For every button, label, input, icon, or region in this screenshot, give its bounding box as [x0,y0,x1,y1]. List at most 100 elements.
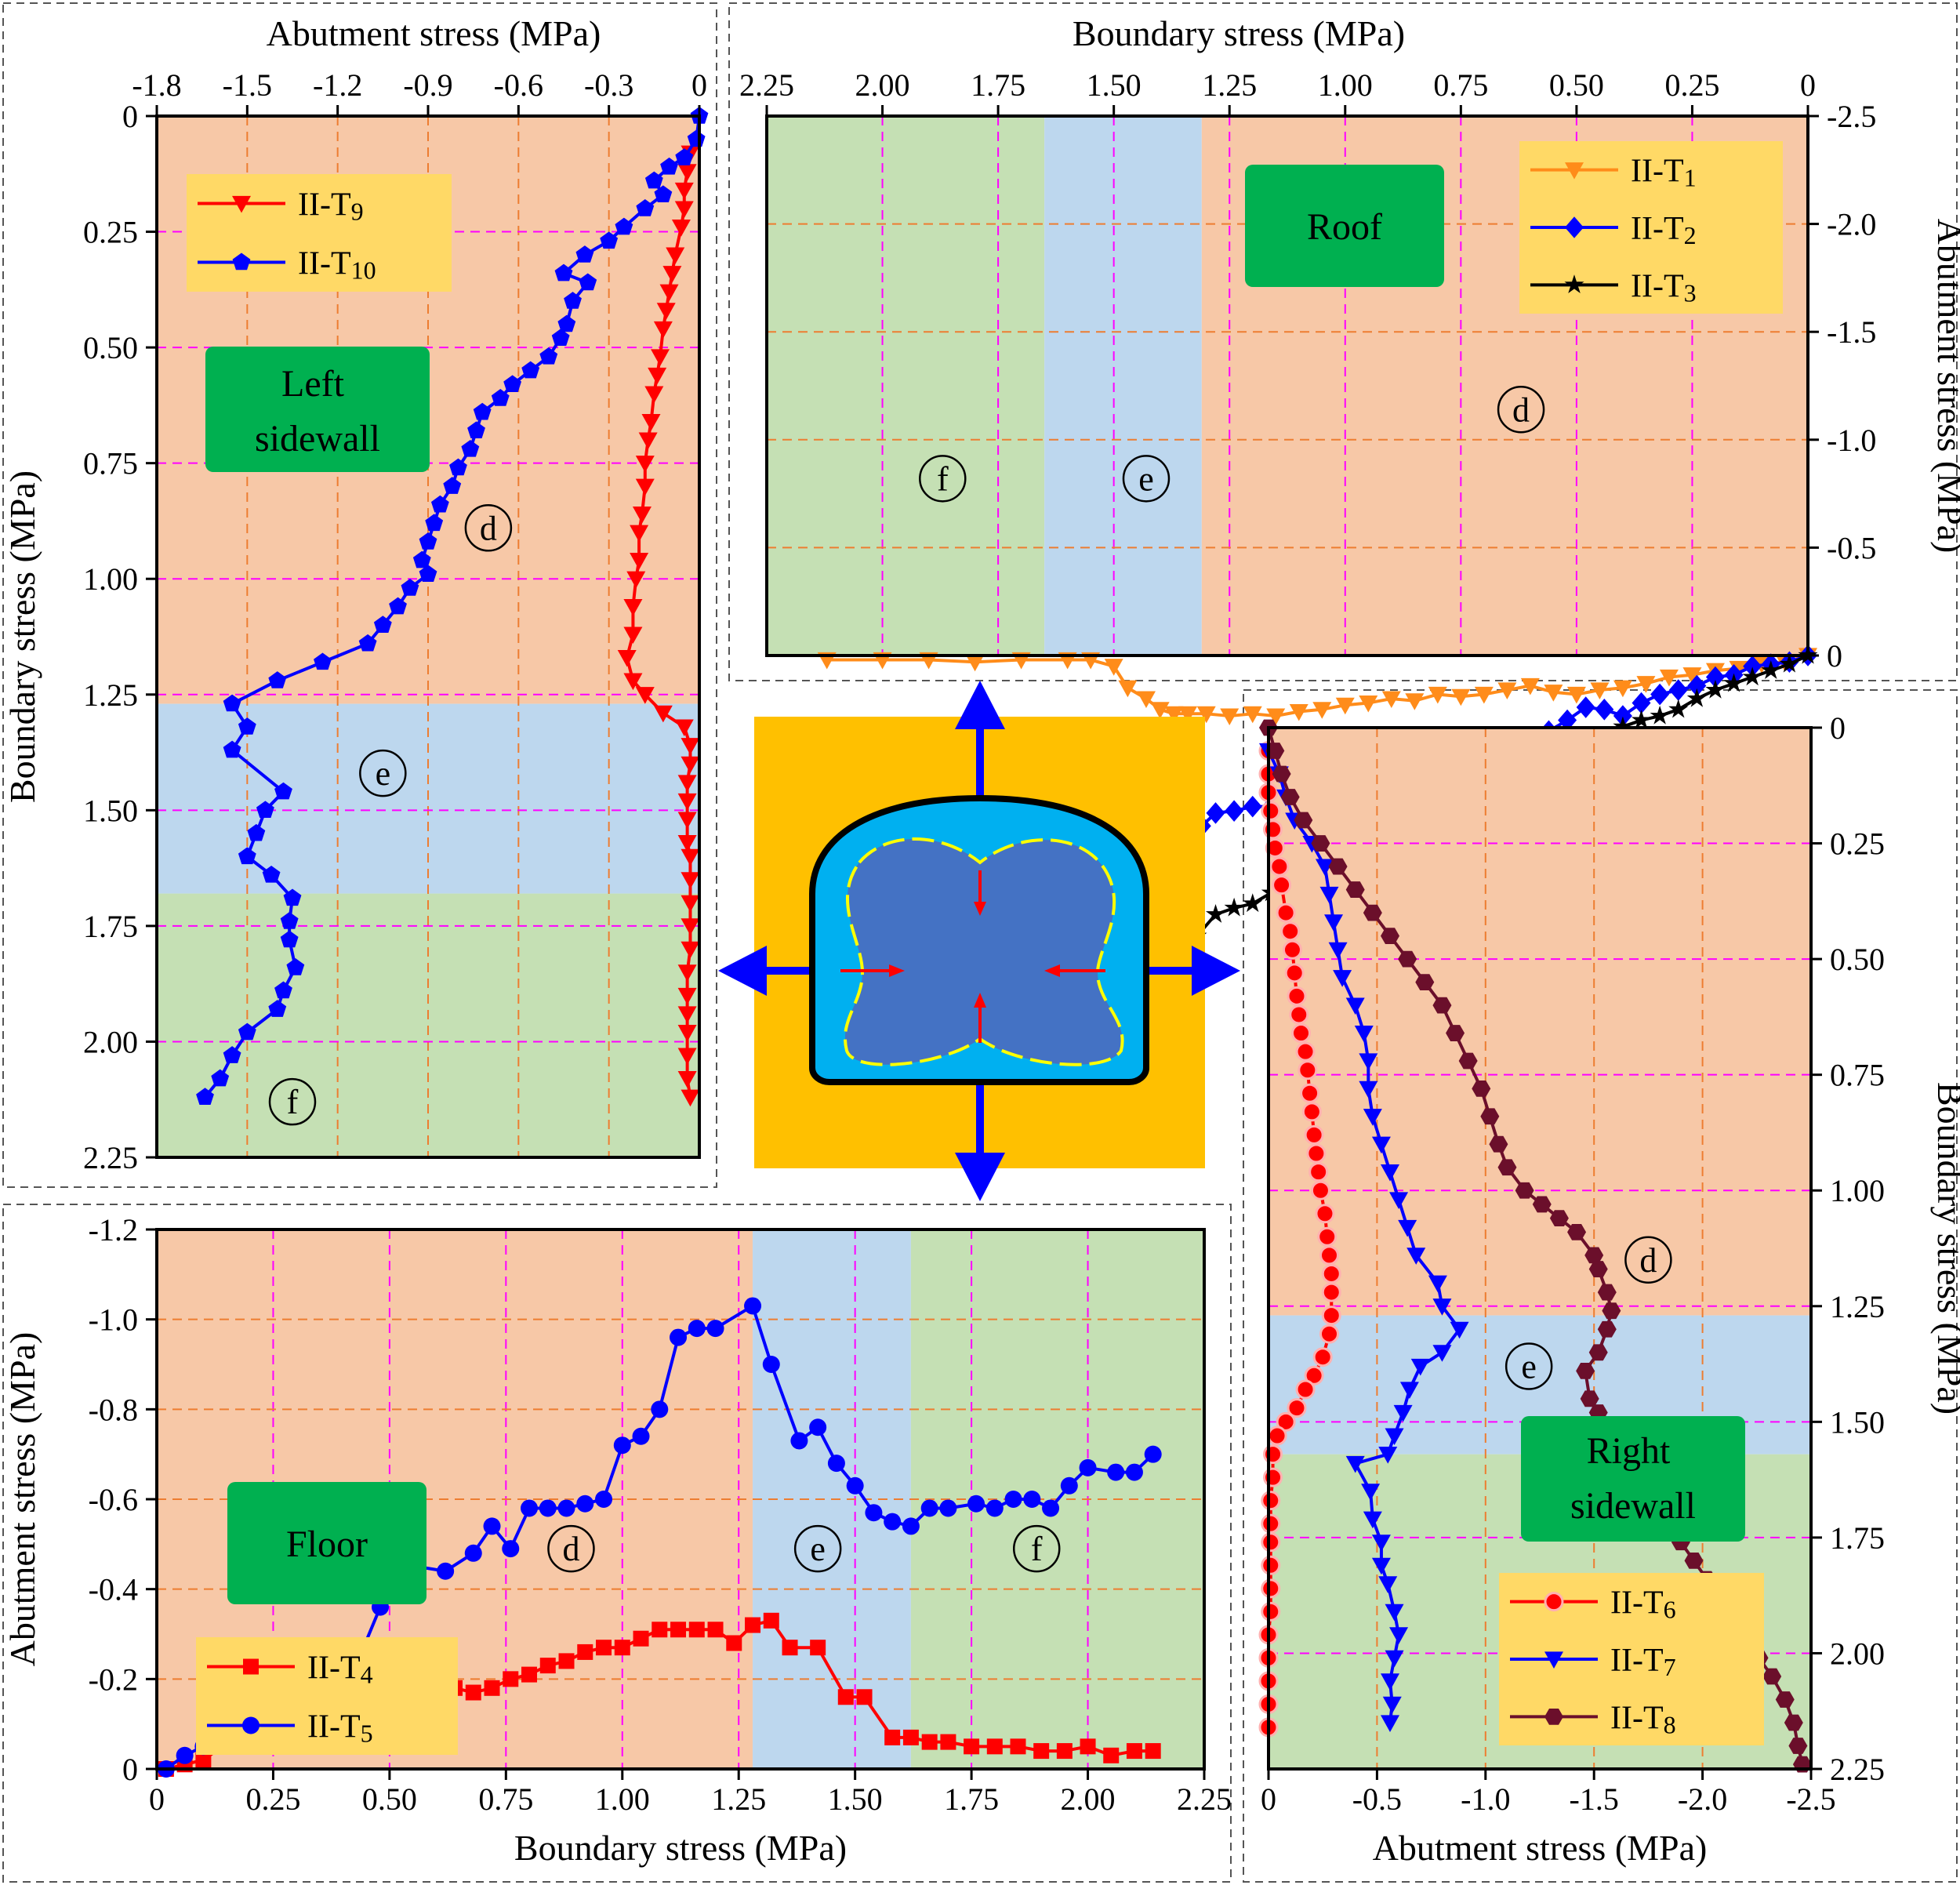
data-point [635,456,655,473]
data-point [1178,706,1198,724]
data-point [1544,685,1563,702]
data-point [1261,1513,1281,1534]
data-point [1489,1135,1508,1153]
data-point [1280,789,1300,805]
failure-zone [844,837,1124,1066]
data-point [1472,1080,1491,1097]
data-point [1659,669,1679,687]
data-point [1301,1102,1322,1122]
x-tick-label: -1.5 [1570,1781,1619,1817]
data-point [920,1499,938,1517]
data-point [1243,893,1263,913]
data-point [419,532,437,550]
legend-swatch-marker [1544,1592,1564,1612]
data-point [558,1653,575,1669]
data-point [1243,706,1262,724]
data-point [1532,1196,1552,1213]
data-point [1023,1491,1041,1508]
data-point [1267,1426,1287,1446]
data-point [1104,659,1123,676]
data-point [1306,1143,1327,1164]
data-point [449,458,467,476]
data-point [1206,802,1225,824]
data-point [1126,1743,1142,1760]
data-point [1636,676,1656,693]
legend-label-base: II-T [1610,1585,1664,1622]
chart-title: Roof [1307,206,1382,248]
data-point [1272,875,1292,895]
data-point [579,273,597,291]
data-point [706,1320,724,1338]
data-point [484,1680,500,1696]
zone-label-circle [1497,386,1545,434]
data-point [247,823,266,841]
data-point [1359,1081,1378,1099]
legend-swatch-marker [1565,216,1584,238]
legend-label-base: II-T [1610,1643,1664,1679]
data-point [1705,666,1725,688]
left-sidewall-chart: -1.8 -1.5 -1.2 -0.9 -0.6 -0.3 0 0 0.25 0.50 0.75 1.… [2,13,709,1175]
data-point [1276,903,1296,923]
x-tick-label: 0.25 [245,1781,300,1817]
zone-label-circle [919,455,967,503]
panel-frame-floor [2,1204,1232,1883]
data-point [465,1684,481,1701]
floor-chart: 0 0.25 0.50 0.75 1.00 1.25 1.50 1.75 2.00 2.25 0 -0… [2,1212,1232,1868]
data-point [653,705,673,723]
x-tick-label: 2.25 [1177,1781,1232,1817]
data-point [1295,1041,1316,1062]
data-point [790,1432,808,1450]
data-point [539,1658,556,1674]
zone-label: d [1639,1241,1657,1280]
data-point [1631,710,1652,729]
data-point [1261,801,1281,821]
data-point [1205,904,1226,923]
data-point [939,1499,957,1517]
data-point [539,347,558,365]
y-tick-label: 0.25 [1830,826,1885,862]
data-point [865,1504,883,1522]
data-point [1497,682,1517,700]
data-point [1004,1491,1022,1508]
tunnel-diagram [718,681,1240,1201]
data-point [274,782,292,800]
y-tick-label: 2.00 [83,1024,138,1059]
data-point [681,918,700,935]
chart-title: Floor [286,1524,368,1565]
x-tick-label: -0.6 [494,67,543,103]
zone-label: e [376,754,391,793]
data-point [539,1499,557,1517]
x-tick-label: 1.00 [1318,67,1373,103]
data-point [1743,655,1762,677]
data-point [632,506,652,524]
data-point [274,981,292,999]
title-line-2: sidewall [255,418,380,459]
data-point [633,1630,649,1647]
compression-arrow-icon [840,870,1105,1043]
data-point [1289,703,1308,721]
data-point [1276,1411,1296,1432]
data-point [651,1400,669,1418]
data-point [635,687,655,704]
y-tick-label: 1.25 [83,677,138,713]
y-tick-label: 0 [1827,638,1842,674]
x-tick-label: 1.00 [595,1781,650,1817]
data-point [401,579,419,596]
title-box [1521,1416,1745,1542]
data-point [1287,986,1307,1006]
panel-frame-left [2,2,717,1188]
zone-label-circle [793,1524,842,1573]
data-point [1196,706,1216,724]
data-point [626,571,646,589]
data-point [425,514,444,532]
data-point [1480,1108,1500,1125]
legend-swatch-marker [232,252,251,271]
data-point [1451,688,1471,706]
data-point [623,627,643,645]
data-point [1428,686,1447,704]
x-tick-label: 1.50 [1087,67,1142,103]
x-tick-label: 0.75 [478,1781,533,1817]
data-point [644,171,663,189]
data-point [1225,800,1244,822]
